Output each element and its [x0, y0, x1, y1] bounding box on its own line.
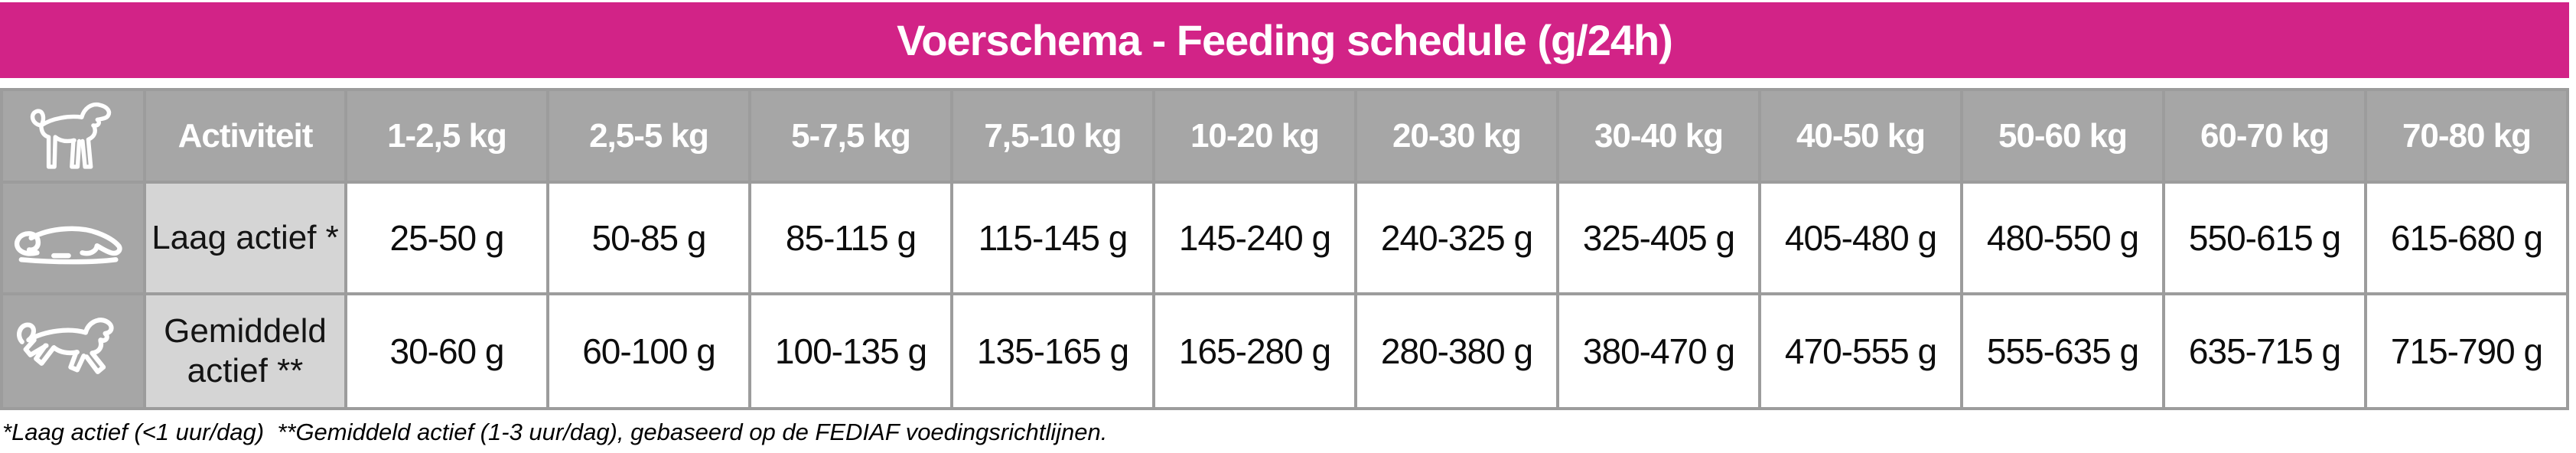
feeding-value: 145-240 g [1152, 181, 1357, 295]
column-header-weight: 5-7,5 kg [748, 88, 953, 184]
column-header-weight: 30-40 kg [1556, 88, 1761, 184]
feeding-value: 60-100 g [546, 292, 751, 410]
feeding-value: 85-115 g [748, 181, 953, 295]
feeding-value: 165-280 g [1152, 292, 1357, 410]
header-row: Activiteit 1-2,5 kg 2,5-5 kg 5-7,5 kg 7,… [0, 88, 2569, 184]
column-header-weight: 10-20 kg [1152, 88, 1357, 184]
feeding-value: 615-680 g [2364, 181, 2569, 295]
feeding-value: 555-635 g [1960, 292, 2165, 410]
page-title: Voerschema - Feeding schedule (g/24h) [897, 16, 1673, 64]
feeding-value: 30-60 g [344, 292, 549, 410]
column-header-weight: 70-80 kg [2364, 88, 2569, 184]
column-header-weight: 7,5-10 kg [950, 88, 1155, 184]
column-header-weight: 2,5-5 kg [546, 88, 751, 184]
feeding-value: 240-325 g [1354, 181, 1559, 295]
column-header-weight: 40-50 kg [1758, 88, 1963, 184]
feeding-value: 380-470 g [1556, 292, 1761, 410]
standing-dog-icon [0, 88, 146, 184]
title-banner: Voerschema - Feeding schedule (g/24h) [0, 2, 2569, 78]
activity-label: Laag actief * [143, 181, 347, 295]
column-header-weight: 50-60 kg [1960, 88, 2165, 184]
feeding-value: 135-165 g [950, 292, 1155, 410]
feeding-value: 480-550 g [1960, 181, 2165, 295]
running-dog-icon [0, 292, 146, 410]
feeding-value: 25-50 g [344, 181, 549, 295]
feeding-value: 635-715 g [2162, 292, 2367, 410]
lying-dog-icon [0, 181, 146, 295]
feeding-schedule-table: Activiteit 1-2,5 kg 2,5-5 kg 5-7,5 kg 7,… [0, 88, 2569, 410]
column-header-weight: 20-30 kg [1354, 88, 1559, 184]
footnote: *Laag actief (<1 uur/dag) **Gemiddeld ac… [2, 419, 1108, 445]
feeding-value: 470-555 g [1758, 292, 1963, 410]
column-header-activity: Activiteit [143, 88, 347, 184]
feeding-value: 550-615 g [2162, 181, 2367, 295]
feeding-value: 715-790 g [2364, 292, 2569, 410]
column-header-weight: 1-2,5 kg [344, 88, 549, 184]
feeding-value: 100-135 g [748, 292, 953, 410]
table-row-medium-active: Gemiddeld actief ** 30-60 g 60-100 g 100… [0, 292, 2569, 410]
column-header-weight: 60-70 kg [2162, 88, 2367, 184]
table-row-low-active: Laag actief * 25-50 g 50-85 g 85-115 g 1… [0, 181, 2569, 295]
feeding-value: 405-480 g [1758, 181, 1963, 295]
activity-label: Gemiddeld actief ** [143, 292, 347, 410]
feeding-value: 325-405 g [1556, 181, 1761, 295]
feeding-value: 115-145 g [950, 181, 1155, 295]
feeding-value: 280-380 g [1354, 292, 1559, 410]
feeding-value: 50-85 g [546, 181, 751, 295]
